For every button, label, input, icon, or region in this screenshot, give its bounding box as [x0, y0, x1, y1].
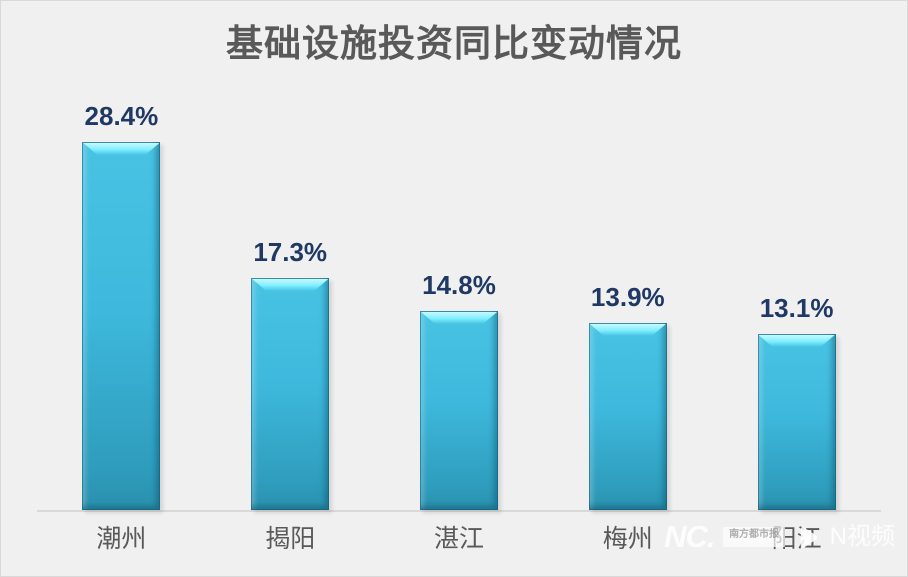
category-label-湛江: 湛江 — [433, 525, 484, 553]
x-axis-labels: 潮州 揭阳 湛江 梅州 阳江 — [37, 522, 881, 556]
bar — [588, 323, 667, 510]
bar — [82, 142, 161, 510]
bar-column-梅州: 13.9% — [543, 101, 712, 510]
category-label-阳江: 阳江 — [771, 525, 822, 553]
bar-value-label: 13.1% — [759, 293, 834, 323]
bar-value-label: 14.8% — [422, 270, 496, 300]
bar-column-阳江: 13.1% — [712, 101, 881, 510]
bar-column-湛江: 14.8% — [375, 101, 544, 510]
bar — [757, 334, 836, 510]
bar-column-揭阳: 17.3% — [206, 101, 375, 510]
bar-value-label: 28.4% — [84, 101, 159, 131]
bar — [419, 311, 498, 510]
category-label-揭阳: 揭阳 — [265, 525, 316, 553]
bar-value-label: 17.3% — [253, 237, 328, 267]
bar — [251, 278, 330, 510]
plot-area: 28.4% 17.3% 14.8% 13.9% 13.1% — [37, 101, 881, 512]
bar-column-潮州: 28.4% — [37, 101, 206, 510]
category-label-梅州: 梅州 — [602, 525, 653, 553]
bar-value-label: 13.9% — [590, 282, 665, 312]
chart-title: 基础设施投资同比变动情况 — [226, 23, 682, 64]
category-label-潮州: 潮州 — [96, 525, 147, 553]
